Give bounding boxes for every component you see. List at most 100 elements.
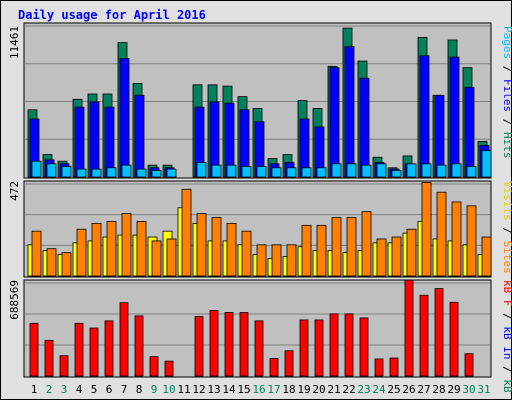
bar-kb-f-day-15	[239, 312, 249, 377]
bar-kb-f-day-8	[134, 315, 144, 377]
x-tick-label: 5	[91, 383, 98, 396]
series-legend: kB F / kB In / kB Out	[501, 280, 512, 400]
kbytes-panel: 688569 kB F / kB In / kB Out	[8, 279, 512, 400]
bar-kb-f-day-21	[329, 313, 339, 377]
bar-kb-f-day-17	[269, 358, 279, 377]
legend-entry: Pages	[501, 26, 512, 59]
x-tick-label: 21	[327, 383, 340, 396]
bar-files-day-29	[449, 56, 460, 178]
bar-pages-day-23	[361, 164, 372, 178]
x-tick-label: 28	[432, 383, 445, 396]
x-tick-label: 25	[387, 383, 400, 396]
bar-sites-day-6	[106, 221, 117, 277]
bar-kb-f-day-13	[209, 310, 219, 377]
x-tick-label: 20	[312, 383, 325, 396]
bar-pages-day-19	[301, 167, 312, 178]
bar-kb-f-day-20	[314, 319, 324, 377]
bar-pages-day-20	[316, 167, 327, 178]
bar-sites-day-25	[391, 236, 402, 277]
bar-kb-f-day-7	[119, 302, 129, 377]
bar-kb-f-day-10	[164, 360, 174, 377]
bar-pages-day-25	[391, 170, 402, 178]
x-tick-label: 15	[237, 383, 250, 396]
bar-pages-day-15	[241, 166, 252, 178]
bar-sites-day-15	[241, 230, 252, 277]
bar-pages-day-5	[91, 168, 102, 178]
bar-sites-day-27	[421, 182, 432, 277]
chart-title: Daily usage for April 2016	[18, 8, 206, 22]
bar-sites-day-2	[46, 248, 57, 277]
bar-kb-f-day-24	[374, 358, 384, 377]
x-axis-day-labels: 1 2 3 4 5 6 7 8 9 10 11 12 13 14 15 16 17 18 19 20 21 22 23 24 2…	[31, 383, 491, 396]
bar-pages-day-29	[451, 163, 462, 178]
legend-entry: /	[501, 307, 512, 327]
bar-kb-f-day-6	[104, 320, 114, 377]
x-tick-label: 3	[61, 383, 68, 396]
bar-sites-day-7	[121, 213, 132, 277]
bar-kb-f-day-3	[59, 355, 69, 377]
legend-entry: kB In	[501, 326, 512, 359]
bar-files-day-6	[104, 106, 115, 178]
x-tick-label: 7	[121, 383, 128, 396]
bar-pages-day-30	[466, 166, 477, 178]
bar-kb-f-day-4	[74, 322, 84, 377]
bar-sites-day-20	[316, 224, 327, 277]
bar-pages-day-12	[196, 162, 207, 178]
bar-kb-f-day-27	[419, 294, 429, 377]
bar-sites-day-10	[166, 238, 177, 277]
x-tick-label: 14	[222, 383, 236, 396]
x-tick-label: 17	[267, 383, 280, 396]
legend-entry: /	[501, 59, 512, 79]
x-tick-label: 8	[136, 383, 143, 396]
bar-kb-f-day-16	[254, 320, 264, 377]
bar-kb-f-day-1	[29, 322, 39, 377]
bar-files-day-21	[329, 67, 340, 178]
x-tick-label: 13	[207, 383, 220, 396]
bar-pages-day-18	[286, 167, 297, 178]
series-legend: Visits / Sites	[501, 181, 512, 274]
bar-sites-day-13	[211, 217, 222, 277]
bar-sites-day-19	[301, 224, 312, 277]
bar-sites-day-24	[376, 238, 387, 277]
x-tick-label: 1	[31, 383, 38, 396]
bar-kb-f-day-22	[344, 313, 354, 377]
bar-sites-day-26	[406, 228, 417, 277]
x-tick-label: 29	[447, 383, 460, 396]
bar-files-day-5	[89, 101, 100, 178]
bar-files-day-7	[119, 58, 130, 178]
bar-pages-day-31	[481, 150, 492, 178]
y-max-label: 11461	[8, 26, 21, 59]
legend-entry: Files	[501, 79, 512, 112]
bar-files-day-23	[359, 77, 370, 178]
bar-pages-day-27	[421, 163, 432, 178]
legend-entry: /	[501, 112, 512, 132]
bar-kb-f-day-30	[464, 353, 474, 377]
x-tick-label: 19	[297, 383, 310, 396]
bar-sites-day-11	[181, 188, 192, 277]
bars	[29, 279, 474, 377]
bar-files-day-8	[134, 94, 145, 178]
bar-kb-f-day-23	[359, 317, 369, 377]
bar-kb-f-day-26	[404, 279, 414, 377]
bar-pages-day-1	[31, 160, 42, 178]
bar-pages-day-28	[436, 164, 447, 178]
legend-entry: Visits	[501, 181, 512, 221]
bar-sites-day-17	[271, 244, 282, 277]
bar-sites-day-16	[256, 244, 267, 277]
bar-pages-day-3	[61, 166, 72, 178]
x-tick-label: 27	[417, 383, 430, 396]
bar-pages-day-2	[46, 163, 57, 178]
bar-pages-day-24	[376, 163, 387, 178]
bars	[27, 27, 492, 178]
bar-kb-f-day-18	[284, 350, 294, 377]
bar-kb-f-day-2	[44, 339, 54, 377]
bar-pages-day-10	[166, 168, 177, 178]
bar-kb-f-day-12	[194, 316, 204, 377]
x-tick-label: 16	[252, 383, 265, 396]
x-tick-label: 18	[282, 383, 295, 396]
bar-kb-f-day-25	[389, 357, 399, 377]
bar-kb-f-day-5	[89, 327, 99, 377]
legend-entry: Sites	[501, 241, 512, 274]
x-tick-label: 6	[106, 383, 113, 396]
